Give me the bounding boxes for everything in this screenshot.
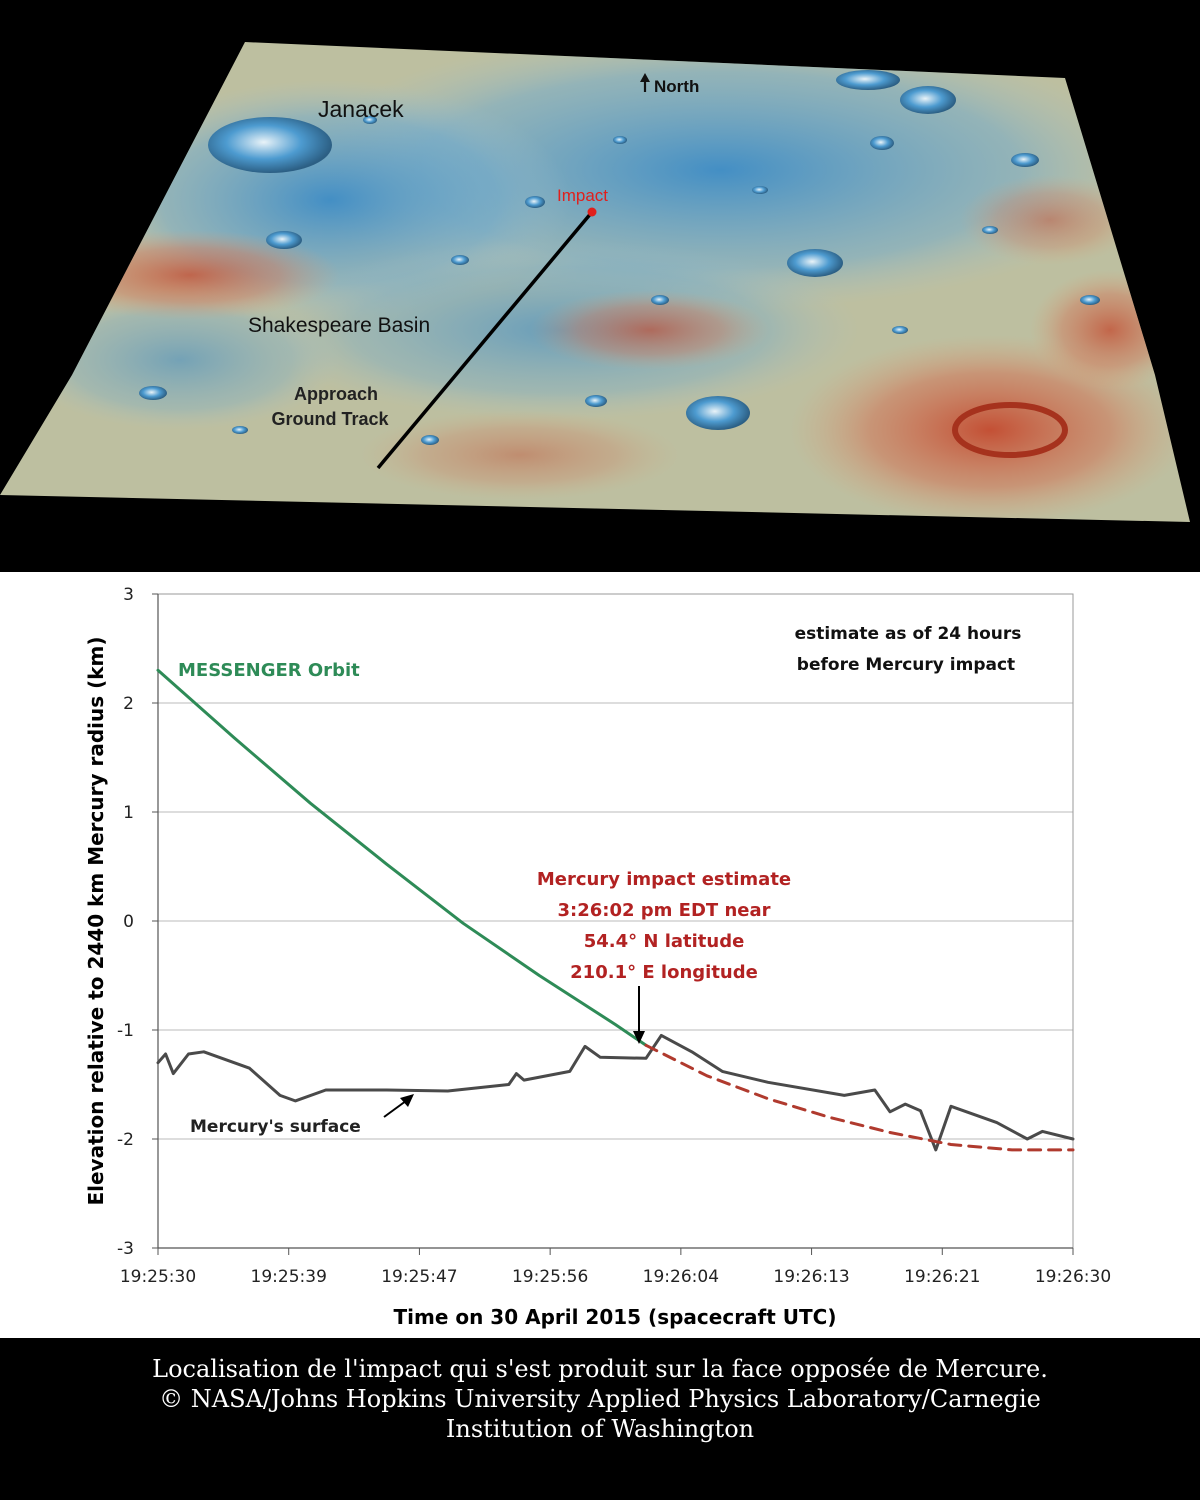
series-line-estimated-continuation: [644, 1043, 1075, 1152]
grid-lines: [158, 702, 1073, 1140]
label-impact: Impact: [557, 186, 608, 205]
crater-group: [139, 70, 1100, 458]
terrain-map: Janacek North Impact Shakespeare Basin A…: [0, 42, 1190, 522]
x-tick-label: 19:25:56: [512, 1267, 588, 1287]
series-label-orbit: MESSENGER Orbit: [178, 660, 360, 681]
north-arrow-icon: [640, 73, 650, 92]
impact-annotation-line2: 3:26:02 pm EDT near: [557, 900, 770, 921]
label-ground-track: Ground Track: [271, 409, 389, 429]
y-tick-label: -2: [117, 1130, 134, 1150]
x-tick-label: 19:25:39: [251, 1267, 327, 1287]
caption-line-1: Localisation de l'impact qui s'est produ…: [152, 1355, 1048, 1383]
elevation-chart-panel: 3 2 1 0 -1 -2 -3 19:25:30 19:25:39 19:25:47 19:25…: [0, 572, 1200, 1338]
surface-label-arrow: [383, 1094, 414, 1118]
impact-annotation-line4: 210.1° E longitude: [570, 962, 758, 983]
x-axis-ticks: 19:25:30 19:25:39 19:25:47 19:25:56 19:26:04…: [120, 1247, 1111, 1287]
series-label-surface: Mercury's surface: [190, 1117, 361, 1137]
impact-annotation-line1: Mercury impact estimate: [537, 869, 791, 890]
estimate-note-line1: estimate as of 24 hours: [795, 624, 1022, 644]
x-tick-label: 19:26:30: [1035, 1267, 1111, 1287]
y-axis-label: Elevation relative to 2440 km Mercury ra…: [84, 636, 108, 1205]
terrain-surface: [0, 42, 1190, 522]
estimate-note-line2: before Mercury impact: [797, 655, 1015, 675]
ground-track-line: [376, 210, 594, 470]
y-tick-label: 2: [123, 694, 134, 714]
impact-annotation-line3: 54.4° N latitude: [584, 931, 745, 952]
series-line-mercury-surface: [156, 1033, 1075, 1152]
x-tick-label: 19:26:04: [643, 1267, 719, 1287]
impact-marker: [587, 207, 597, 217]
chart-series: [156, 668, 1075, 1152]
x-tick-label: 19:25:30: [120, 1267, 196, 1287]
y-tick-label: 1: [123, 803, 134, 823]
y-tick-label: 0: [123, 912, 134, 932]
y-axis-ticks: 3 2 1 0 -1 -2 -3: [117, 585, 159, 1259]
caption: Localisation de l'impact qui s'est produ…: [0, 1338, 1200, 1500]
label-approach: Approach: [294, 384, 378, 404]
y-tick-label: -1: [117, 1021, 134, 1041]
label-north: North: [654, 77, 699, 96]
caption-line-3: Institution of Washington: [445, 1415, 755, 1443]
label-shakespeare-basin: Shakespeare Basin: [248, 314, 430, 337]
impact-arrow: [633, 986, 645, 1044]
x-tick-label: 19:26:13: [773, 1267, 849, 1287]
x-tick-label: 19:25:47: [381, 1267, 457, 1287]
y-tick-label: -3: [117, 1239, 134, 1259]
x-tick-label: 19:26:21: [904, 1267, 980, 1287]
x-axis-label: Time on 30 April 2015 (spacecraft UTC): [394, 1305, 837, 1329]
y-tick-label: 3: [123, 585, 134, 605]
terrain-map-panel: Janacek North Impact Shakespeare Basin A…: [0, 0, 1200, 572]
series-line-messenger-orbit: [156, 668, 648, 1047]
caption-line-2: © NASA/Johns Hopkins University Applied …: [159, 1385, 1041, 1413]
label-janacek: Janacek: [318, 96, 404, 122]
